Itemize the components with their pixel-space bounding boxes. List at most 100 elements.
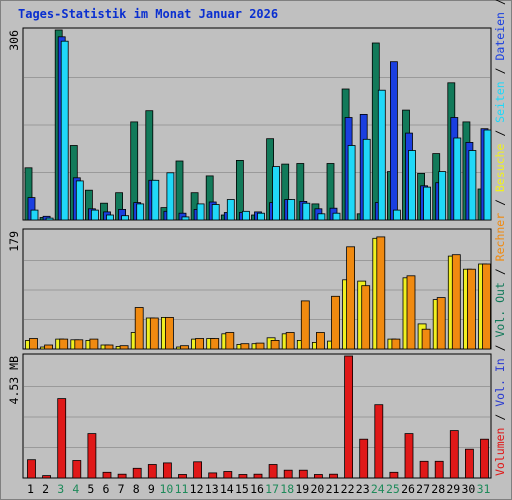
bar-seiten-day-17 [272, 166, 281, 221]
bar-volumen-day-20 [313, 474, 323, 479]
legend-entry: / [493, 0, 507, 12]
x-tick-label: 1 [27, 482, 34, 496]
x-tick-label: 2 [42, 482, 49, 496]
x-tick-label: 22 [341, 482, 355, 496]
bar-volumen-day-17 [268, 464, 278, 479]
bar-seiten-day-22 [347, 145, 356, 221]
bar-seiten-day-2 [45, 217, 54, 221]
x-tick-label: 20 [310, 482, 324, 496]
legend-entry: / [493, 261, 507, 282]
legend-entry: Vol. In [493, 358, 507, 406]
bar-rechner-day-23 [361, 285, 371, 350]
bar-volumen-day-30 [464, 448, 474, 479]
x-tick-label: 21 [326, 482, 340, 496]
x-tick-label: 9 [148, 482, 155, 496]
bar-seiten-day-13 [211, 204, 220, 221]
legend-entry: Vol. Out [493, 282, 507, 337]
bar-rechner-day-20 [315, 332, 325, 350]
bar-seiten-day-10 [166, 172, 175, 221]
x-tick-label: 25 [386, 482, 400, 496]
x-tick-label: 12 [190, 482, 204, 496]
x-tick-label: 3 [57, 482, 64, 496]
legend-entry: / [493, 338, 507, 359]
bar-rechner-day-18 [285, 332, 295, 350]
bar-volumen-day-26 [404, 433, 414, 479]
panel-bottom: 4.53 MB [7, 353, 492, 479]
panel-bottom-ymax-label: 4.53 MB [7, 356, 21, 405]
bar-rechner-day-9 [149, 317, 159, 350]
bar-rechner-day-1 [29, 338, 38, 350]
x-tick-label: 5 [87, 482, 94, 496]
bar-volumen-day-9 [147, 464, 157, 479]
bar-seiten-day-12 [196, 203, 205, 221]
bar-rechner-day-28 [436, 297, 446, 350]
bar-seiten-day-18 [287, 199, 296, 221]
legend-entry: / [493, 61, 507, 82]
panel-top: 306 [7, 27, 492, 221]
bar-seiten-day-1 [30, 209, 39, 221]
bar-rechner-day-15 [240, 343, 250, 350]
bar-volumen-day-29 [449, 430, 459, 479]
bar-rechner-day-2 [44, 344, 53, 350]
bar-volumen-day-25 [389, 471, 399, 479]
panel-top-ymax-label: 306 [7, 30, 21, 51]
legend-entry: / [493, 407, 507, 428]
x-tick-label: 16 [250, 482, 264, 496]
bar-rechner-day-14 [225, 332, 235, 350]
bar-rechner-day-19 [300, 300, 310, 350]
legend-entry: Dateien [493, 12, 507, 60]
legend-entry: / [493, 123, 507, 144]
bar-rechner-day-12 [195, 338, 205, 350]
bar-volumen-day-7 [117, 473, 127, 479]
bar-seiten-day-7 [121, 215, 129, 221]
x-tick-label: 31 [477, 482, 491, 496]
bar-volumen-day-12 [193, 461, 203, 479]
side-legend: Volumen / Vol. In / Vol. Out / Rechner /… [493, 0, 507, 476]
x-tick-label: 26 [401, 482, 415, 496]
bar-anfragen-day-11 [175, 160, 184, 221]
bar-volumen-day-22 [344, 355, 354, 479]
bar-rechner-day-11 [180, 345, 189, 350]
bar-seiten-day-31 [483, 129, 492, 221]
x-tick-label: 17 [265, 482, 279, 496]
legend-entry: Seiten [493, 81, 507, 123]
bar-seiten-day-21 [332, 212, 341, 221]
bar-volumen-day-3 [57, 398, 67, 479]
bar-volumen-day-31 [480, 438, 489, 479]
x-tick-label: 13 [205, 482, 219, 496]
bar-seiten-day-20 [317, 213, 326, 221]
panel-middle: 179 [7, 228, 492, 350]
bar-rechner-day-26 [406, 275, 416, 350]
bar-seiten-day-9 [151, 179, 160, 221]
bar-dateien-day-25 [389, 61, 398, 221]
bar-volumen-day-16 [253, 473, 263, 479]
bar-seiten-day-30 [468, 150, 477, 221]
bar-rechner-day-13 [210, 338, 220, 350]
bar-rechner-day-29 [451, 254, 461, 350]
chart-title: Tages-Statistik im Monat Januar 2026 [18, 7, 278, 21]
x-axis-day-labels: 1 2 3 4 5 6 7 8 9 10 11 12 13 14 15 16 17 18 19 20 21 22 23 24 2… [27, 482, 490, 496]
bar-rechner-day-21 [331, 295, 340, 350]
bar-volumen-day-24 [374, 404, 384, 479]
x-tick-label: 24 [371, 482, 385, 496]
bar-rechner-day-22 [346, 246, 356, 350]
x-tick-label: 4 [72, 482, 79, 496]
legend-entry: Besuche [493, 144, 507, 193]
bar-seiten-day-16 [257, 212, 265, 221]
bar-seiten-day-15 [241, 210, 250, 221]
bar-volumen-day-21 [329, 473, 338, 479]
bar-rechner-day-27 [421, 328, 431, 350]
bar-seiten-day-5 [91, 209, 99, 221]
bar-volumen-day-18 [283, 469, 293, 479]
x-tick-label: 28 [431, 482, 445, 496]
bar-volumen-day-11 [178, 474, 187, 479]
x-tick-label: 10 [159, 482, 173, 496]
bar-seiten-day-19 [302, 202, 311, 221]
bar-volumen-day-28 [434, 460, 444, 479]
bar-seiten-day-23 [362, 138, 371, 221]
legend-entry: / [493, 192, 507, 213]
bar-seiten-day-27 [423, 186, 432, 221]
bar-volumen-day-27 [419, 460, 429, 479]
panel-middle-ymax-label: 179 [7, 231, 21, 252]
